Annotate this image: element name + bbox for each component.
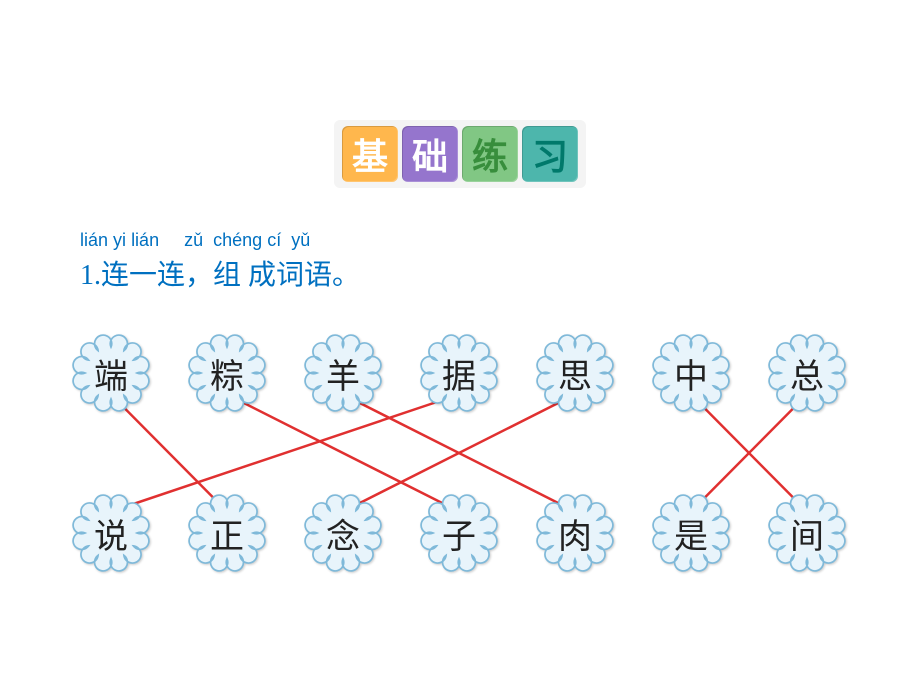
pinyin-token-10: cí [267,230,281,251]
bottom-cell-4: 肉 [532,490,618,576]
top-cell-2: 羊 [300,330,386,416]
bottom-char-0: 说 [94,509,128,558]
title-block-2: 练 [462,126,518,182]
matching-exercise: 端 粽 羊 据 思 中 总 说 正 念 子 肉 是 间 [68,330,852,590]
pinyin-token-12: yǔ [291,230,310,251]
bottom-char-6: 间 [790,509,824,558]
top-cell-4: 思 [532,330,618,416]
bottom-cell-3: 子 [416,490,502,576]
title-block-3: 习 [522,126,578,182]
pinyin-token-4: lián [131,230,159,251]
top-cell-0: 端 [68,330,154,416]
top-char-6: 总 [790,349,824,398]
title-block-0: 基 [342,126,398,182]
top-char-4: 思 [558,349,592,398]
instruction-block: lián yi lián zǔ chéng cí yǔ 1.连一连，组 成词语。 [80,230,360,293]
bottom-cell-2: 念 [300,490,386,576]
instruction-pinyin: lián yi lián zǔ chéng cí yǔ [80,230,360,251]
instruction-hanzi: 1.连一连，组 成词语。 [80,253,360,293]
title-row: 基础练习 [334,120,586,188]
bottom-char-2: 念 [326,509,360,558]
slide-container: 基础练习 lián yi lián zǔ chéng cí yǔ 1.连一连，组… [0,0,920,690]
bottom-char-3: 子 [442,509,476,558]
top-cell-1: 粽 [184,330,270,416]
instruction-number: 1. [80,260,101,291]
top-row: 端粽羊据思中总 [68,330,850,416]
bottom-char-5: 是 [674,509,708,558]
pinyin-token-5 [159,230,184,251]
top-char-2: 羊 [326,349,360,398]
top-char-1: 粽 [210,349,244,398]
bottom-cell-1: 正 [184,490,270,576]
top-char-5: 中 [674,349,708,398]
top-cell-5: 中 [648,330,734,416]
top-cell-6: 总 [764,330,850,416]
top-char-3: 据 [442,349,476,398]
bottom-char-4: 肉 [558,509,592,558]
pinyin-token-0: lián [80,230,108,251]
top-char-0: 端 [94,349,128,398]
top-cell-3: 据 [416,330,502,416]
instruction-text: 连一连，组 成词语。 [101,260,360,291]
pinyin-token-11 [281,230,291,251]
bottom-cell-5: 是 [648,490,734,576]
pinyin-token-7 [203,230,213,251]
bottom-cell-0: 说 [68,490,154,576]
bottom-char-1: 正 [210,509,244,558]
pinyin-token-6: zǔ [184,230,203,251]
pinyin-token-8: chéng [213,230,262,251]
bottom-row: 说正念子肉是间 [68,490,850,576]
title-block-1: 础 [402,126,458,182]
bottom-cell-6: 间 [764,490,850,576]
pinyin-token-2: yi [113,230,126,251]
